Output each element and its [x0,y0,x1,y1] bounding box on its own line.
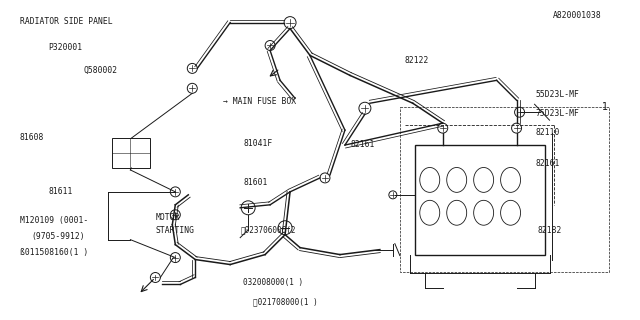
Text: 81601: 81601 [243,178,268,187]
Text: Q580002: Q580002 [84,66,118,75]
Text: 82161: 82161 [536,159,560,168]
Text: Ⓝ021708000(1 ): Ⓝ021708000(1 ) [253,297,317,306]
Text: A820001038: A820001038 [553,11,602,20]
Text: P320001: P320001 [49,43,83,52]
Text: 82122: 82122 [404,56,429,65]
Text: 75D23L-MF: 75D23L-MF [536,109,580,118]
Text: 81608: 81608 [20,133,44,142]
Text: (9705-9912): (9705-9912) [31,232,85,241]
Text: 81611: 81611 [49,187,73,196]
Text: M120109 (0001-: M120109 (0001- [20,216,88,225]
Text: STARTING: STARTING [156,226,194,235]
Text: → MAIN FUSE BOX: → MAIN FUSE BOX [223,97,296,106]
Text: MOTOR: MOTOR [156,213,180,222]
Text: ß011508160(1 ): ß011508160(1 ) [20,248,88,257]
Text: Ⓝ023706006(2: Ⓝ023706006(2 [240,226,296,235]
Text: 032008000(1 ): 032008000(1 ) [243,278,303,287]
Text: 1: 1 [602,102,609,112]
Bar [400,107,609,271]
Text: 82182: 82182 [537,226,561,235]
Text: RADIATOR SIDE PANEL: RADIATOR SIDE PANEL [20,17,113,26]
Bar [415,145,545,255]
Text: 82110: 82110 [536,128,560,137]
Text: 82161: 82161 [351,140,375,148]
Text: 55D23L-MF: 55D23L-MF [536,90,580,99]
Text: 81041F: 81041F [243,139,273,148]
